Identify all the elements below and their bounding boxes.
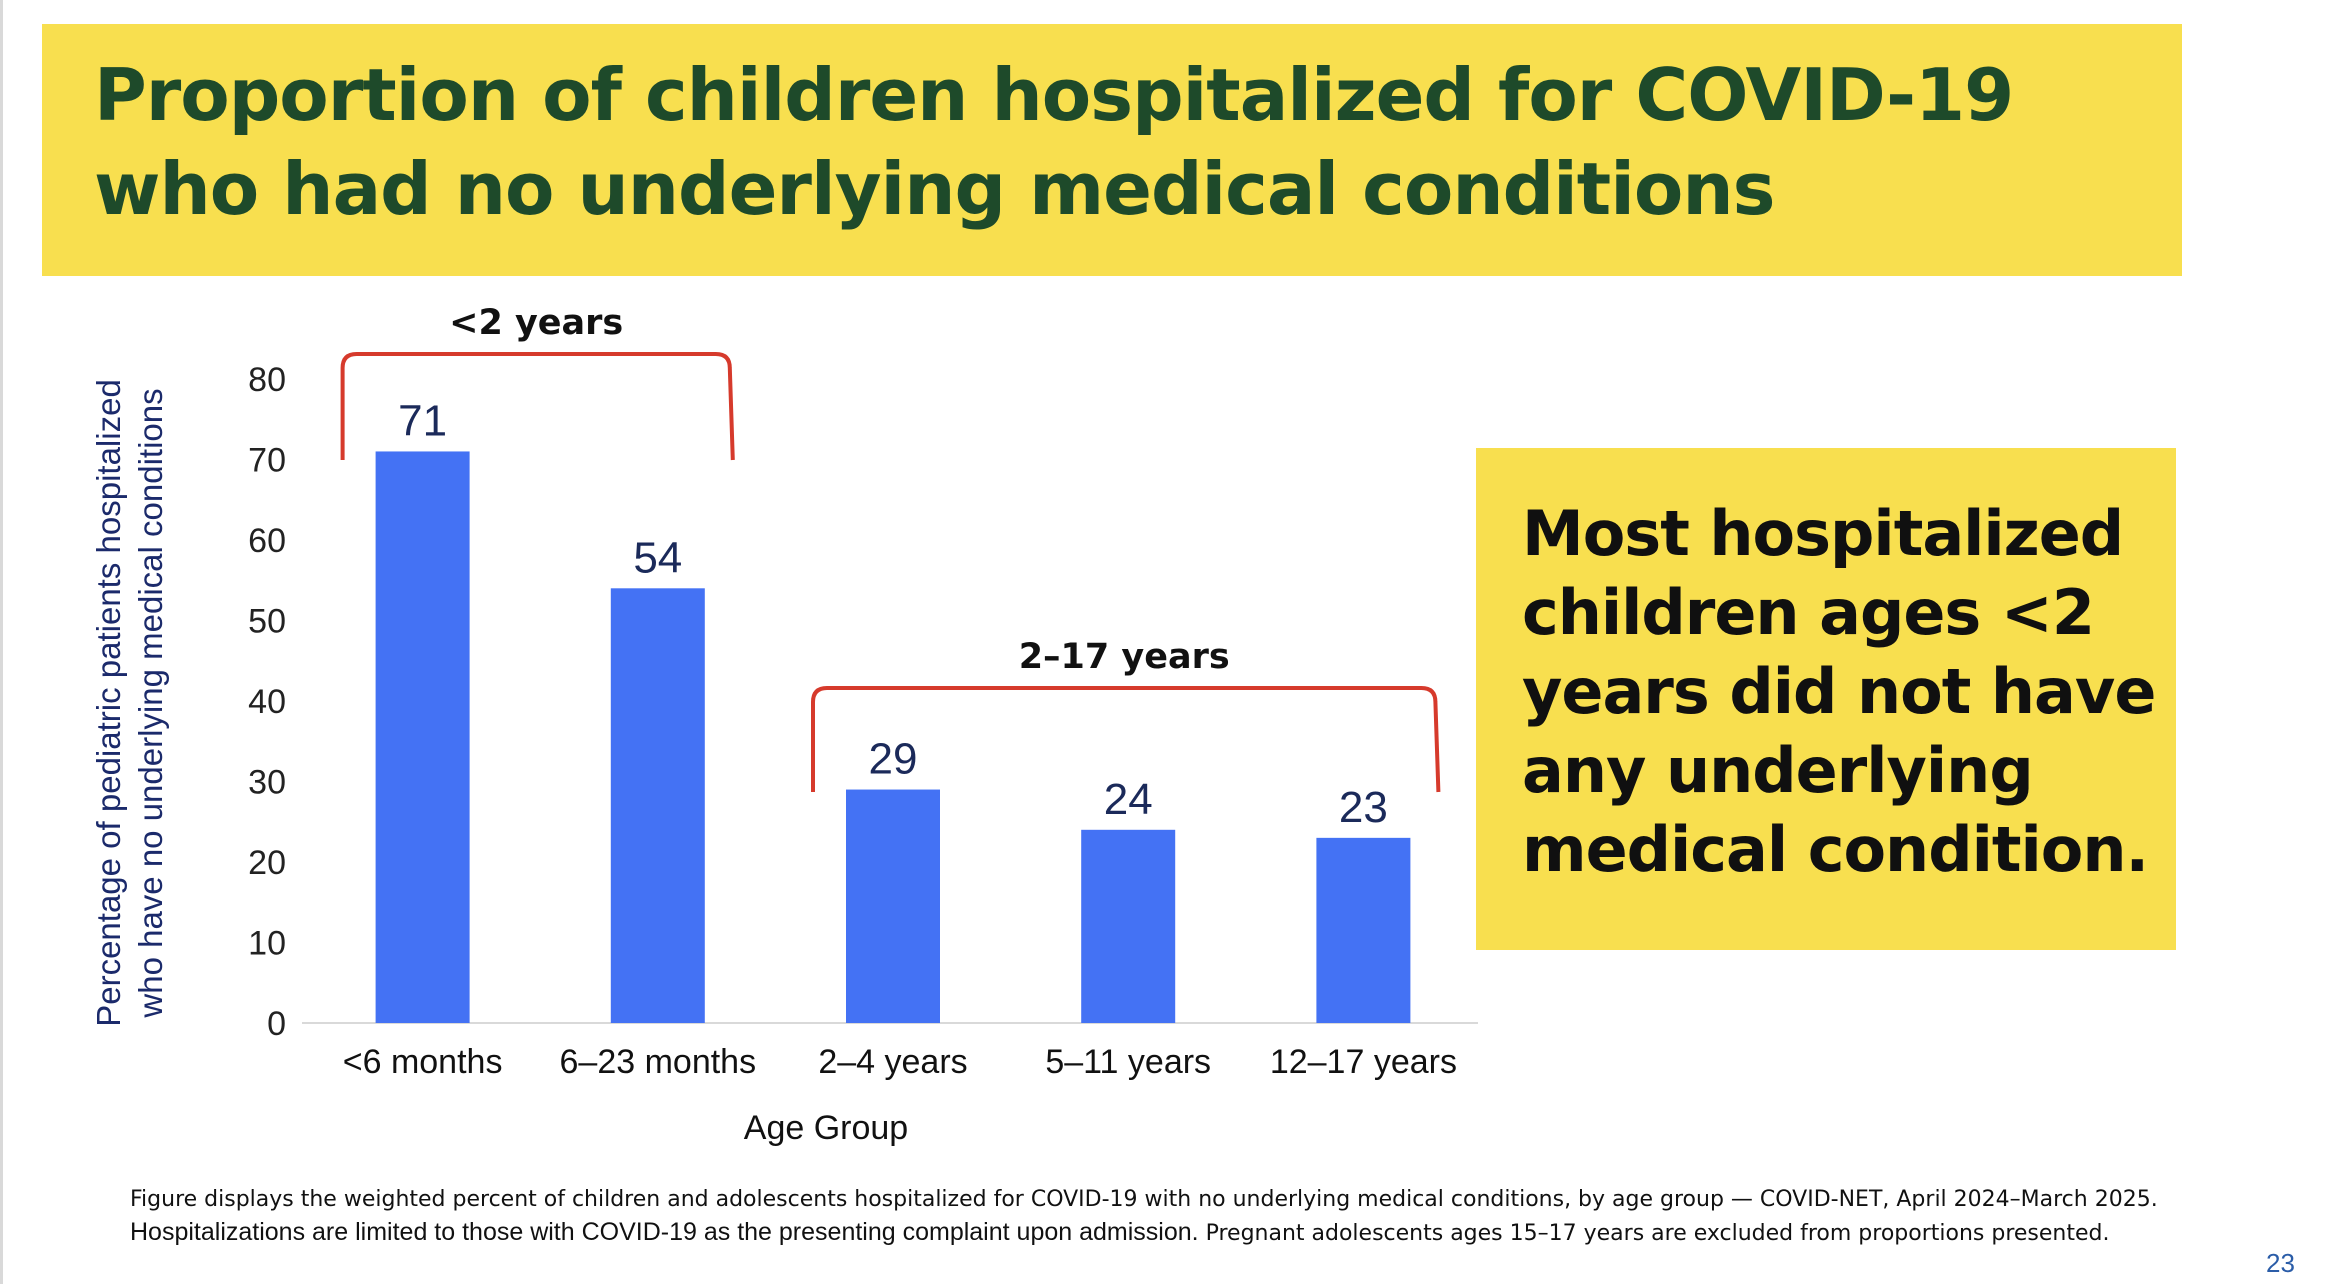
- y-tick-label: 60: [248, 522, 286, 560]
- y-axis-title-line-2: who have no underlying medical condition…: [132, 388, 169, 1018]
- data-label: 29: [869, 735, 918, 784]
- footnote-line-2: Hospitalizations are limited to those wi…: [130, 1216, 2190, 1250]
- y-tick-label: 80: [248, 361, 286, 399]
- slide-title: Proportion of children hospitalized for …: [94, 53, 2014, 231]
- x-axis-title: Age Group: [744, 1109, 908, 1147]
- data-label: 54: [633, 533, 682, 582]
- data-label: 71: [398, 396, 447, 445]
- y-tick-label: 40: [248, 683, 286, 721]
- group-bracket-label: 2–17 years: [1019, 637, 1230, 677]
- callout-text: Most hospitalized children ages <2 years…: [1522, 497, 2156, 886]
- bar: [1081, 829, 1176, 1023]
- y-axis-title-line-1: Percentage of pediatric patients hospita…: [90, 379, 127, 1027]
- bar: [375, 451, 470, 1023]
- bar-chart: 0 10 20 30 40 50 60 70 80 71 <6 months 54 6–23 month…: [90, 303, 1478, 1147]
- y-tick-label: 10: [248, 925, 286, 963]
- group-bracket-label: <2 years: [449, 303, 623, 343]
- x-tick-label: 12–17 years: [1270, 1043, 1457, 1081]
- x-tick-label: 2–4 years: [818, 1043, 967, 1081]
- bar: [610, 588, 705, 1023]
- x-tick-label: <6 months: [343, 1043, 503, 1081]
- y-tick-label: 30: [248, 764, 286, 802]
- footnote-part-a: Hospitalizations are limited to those wi…: [130, 1218, 1199, 1246]
- group-bracket: [811, 686, 1441, 793]
- y-tick-label: 20: [248, 844, 286, 882]
- callout-box: Most hospitalized children ages <2 years…: [1476, 448, 2176, 950]
- group-bracket: [340, 352, 735, 461]
- data-label: 24: [1104, 775, 1153, 824]
- x-tick-label: 5–11 years: [1045, 1043, 1211, 1081]
- slide-left-border: [0, 0, 3, 1284]
- page-number: 23: [2266, 1248, 2295, 1278]
- footnote-line-1: Figure displays the weighted percent of …: [130, 1187, 2158, 1212]
- y-tick-label: 50: [248, 603, 286, 641]
- data-label: 23: [1339, 783, 1388, 832]
- title-band: [42, 24, 2182, 276]
- y-tick-label: 0: [267, 1005, 286, 1043]
- bar: [846, 789, 940, 1023]
- footnote-part-b: Pregnant adolescents ages 15–17 years ar…: [1205, 1221, 2110, 1246]
- y-tick-label: 70: [248, 442, 286, 480]
- x-tick-label: 6–23 months: [560, 1043, 757, 1081]
- footnote: Figure displays the weighted percent of …: [130, 1184, 2190, 1250]
- bar: [1316, 837, 1411, 1023]
